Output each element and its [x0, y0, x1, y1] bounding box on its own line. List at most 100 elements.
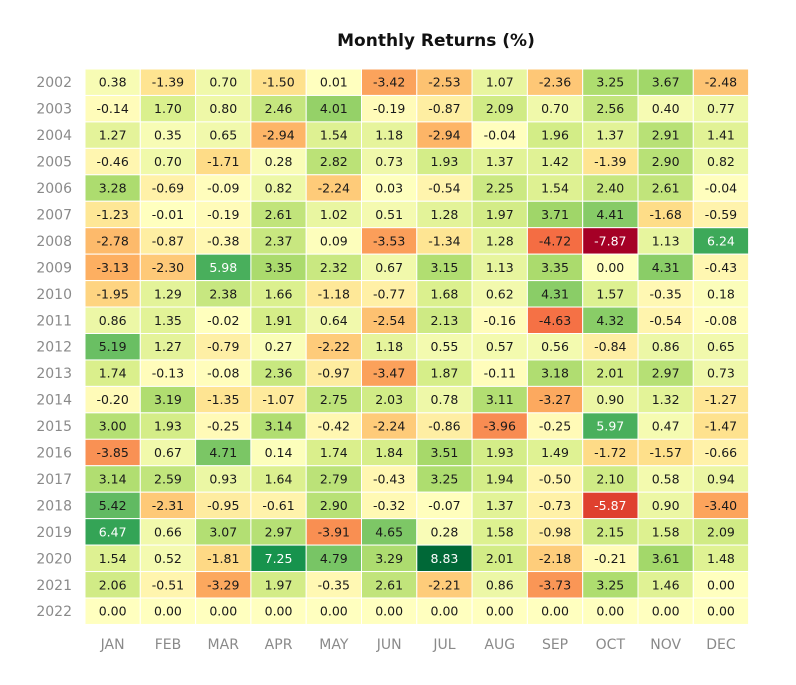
heatmap-value-label-2022-nov: 0.00 — [652, 604, 680, 619]
heatmap-value-label-2002-aug: 1.07 — [486, 75, 514, 90]
heatmap-value-label-2012-aug: 0.57 — [486, 339, 514, 354]
heatmap-cell-2021-apr — [250, 571, 307, 599]
heatmap-cell-2003-apr — [250, 94, 307, 123]
year-label-2022: 2022 — [36, 604, 72, 620]
heatmap-value-label-2002-feb: -1.39 — [152, 75, 184, 90]
heatmap-value-label-2002-jan: 0.38 — [99, 75, 127, 90]
heatmap-cell-2019-jun — [361, 518, 418, 546]
heatmap-value-label-2012-feb: 1.27 — [154, 339, 182, 354]
heatmap-cell-2018-jul — [416, 491, 473, 520]
year-label-2018: 2018 — [36, 498, 72, 514]
month-label-jun: JUN — [376, 637, 402, 653]
heatmap-value-label-2013-sep: 3.18 — [541, 366, 569, 381]
heatmap-cell-2012-feb — [139, 333, 197, 361]
heatmap-cell-2022-dec — [692, 597, 750, 625]
heatmap-cell-2010-sep — [526, 280, 584, 308]
heatmap-value-label-2022-aug: 0.00 — [486, 604, 514, 619]
heatmap-value-label-2007-jun: 0.51 — [375, 207, 403, 222]
heatmap-cell-2009-apr — [250, 253, 307, 282]
heatmap-cell-2011-aug — [471, 306, 528, 334]
heatmap-value-label-2021-dec: 0.00 — [707, 577, 735, 592]
heatmap-value-label-2002-apr: -1.50 — [262, 75, 294, 90]
heatmap-value-label-2020-sep: -2.18 — [539, 551, 571, 566]
year-label-2006: 2006 — [36, 181, 72, 197]
heatmap-cell-2016-nov — [637, 438, 694, 467]
heatmap-value-label-2010-sep: 4.31 — [541, 286, 569, 301]
heatmap-value-label-2014-dec: -1.27 — [705, 392, 737, 407]
heatmap-cell-2008-feb — [139, 227, 197, 255]
heatmap-value-label-2003-dec: 0.77 — [707, 101, 735, 116]
heatmap-value-label-2014-nov: 1.32 — [652, 392, 680, 407]
heatmap-value-label-2015-mar: -0.25 — [207, 419, 239, 434]
heatmap-value-label-2012-jun: 1.18 — [375, 339, 403, 354]
heatmap-cell-2007-apr — [250, 200, 307, 229]
heatmap-cell-2010-nov — [637, 280, 694, 308]
heatmap-value-label-2020-nov: 3.61 — [652, 551, 680, 566]
heatmap-value-label-2018-jun: -0.32 — [373, 498, 405, 513]
heatmap-value-label-2011-oct: 4.32 — [596, 313, 624, 328]
heatmap-value-label-2010-oct: 1.57 — [596, 286, 624, 301]
heatmap-cell-2020-sep — [526, 544, 584, 573]
heatmap-value-label-2017-sep: -0.50 — [539, 471, 571, 486]
heatmap-value-label-2013-mar: -0.08 — [207, 366, 239, 381]
heatmap-cell-2011-jul — [416, 306, 473, 334]
heatmap-cell-2013-nov — [637, 359, 694, 387]
month-label-aug: AUG — [484, 637, 515, 653]
heatmap-cell-2012-aug — [471, 333, 528, 361]
heatmap-value-label-2009-jul: 3.15 — [431, 260, 459, 275]
heatmap-value-label-2011-sep: -4.63 — [539, 313, 571, 328]
heatmap-value-label-2017-feb: 2.59 — [154, 471, 182, 486]
heatmap-value-label-2006-dec: -0.04 — [705, 181, 737, 196]
month-label-jan: JAN — [100, 637, 125, 653]
heatmap-cell-2021-feb — [139, 571, 197, 599]
heatmap-cell-2015-dec — [692, 412, 750, 440]
heatmap-value-label-2004-apr: -2.94 — [262, 128, 294, 143]
heatmap-value-label-2015-oct: 5.97 — [596, 419, 624, 434]
heatmap-value-label-2020-apr: 7.25 — [265, 551, 293, 566]
heatmap-cell-2010-jan — [84, 280, 141, 308]
heatmap-value-label-2019-aug: 1.58 — [486, 524, 514, 539]
heatmap-value-label-2004-mar: 0.65 — [209, 128, 237, 143]
heatmap-value-label-2002-jul: -2.53 — [428, 75, 460, 90]
year-label-2004: 2004 — [36, 128, 72, 144]
heatmap-cell-2021-aug — [471, 571, 528, 599]
year-label-2002: 2002 — [36, 75, 72, 91]
heatmap-cell-2017-feb — [139, 465, 197, 493]
heatmap-value-label-2022-sep: 0.00 — [541, 604, 569, 619]
heatmap-cell-2013-oct — [582, 359, 639, 387]
heatmap-cell-2002-jan — [84, 68, 141, 96]
heatmap-value-label-2017-mar: 0.93 — [209, 471, 237, 486]
heatmap-value-label-2007-nov: -1.68 — [649, 207, 681, 222]
heatmap-cell-2010-feb — [139, 280, 197, 308]
heatmap-value-label-2020-jan: 1.54 — [99, 551, 127, 566]
heatmap-value-label-2015-may: -0.42 — [318, 419, 350, 434]
heatmap-value-label-2011-jul: 2.13 — [431, 313, 459, 328]
heatmap-value-label-2003-feb: 1.70 — [154, 101, 182, 116]
heatmap-value-label-2011-jun: -2.54 — [373, 313, 405, 328]
heatmap-value-label-2006-jan: 3.28 — [99, 181, 127, 196]
heatmap-value-label-2021-aug: 0.86 — [486, 577, 514, 592]
heatmap-cell-2006-jun — [361, 174, 418, 202]
heatmap-value-label-2005-may: 2.82 — [320, 154, 348, 169]
heatmap-value-label-2020-may: 4.79 — [320, 551, 348, 566]
heatmap-value-label-2009-feb: -2.30 — [152, 260, 184, 275]
heatmap-cell-2014-jan — [84, 385, 141, 414]
month-label-apr: APR — [265, 637, 293, 653]
heatmap-value-label-2009-dec: -0.43 — [705, 260, 737, 275]
heatmap-value-label-2003-aug: 2.09 — [486, 101, 514, 116]
heatmap-cell-2012-nov — [637, 333, 694, 361]
heatmap-cell-2006-aug — [471, 174, 528, 202]
heatmap-value-label-2003-may: 4.01 — [320, 101, 348, 116]
heatmap-value-label-2014-sep: -3.27 — [539, 392, 571, 407]
heatmap-cell-2020-nov — [637, 544, 694, 573]
heatmap-value-label-2003-nov: 0.40 — [652, 101, 680, 116]
heatmap-value-label-2015-feb: 1.93 — [154, 419, 182, 434]
heatmap-cell-2015-apr — [250, 412, 307, 440]
heatmap-value-label-2006-oct: 2.40 — [596, 181, 624, 196]
heatmap-value-label-2012-sep: 0.56 — [541, 339, 569, 354]
heatmap-value-label-2015-apr: 3.14 — [265, 419, 293, 434]
year-label-2014: 2014 — [36, 393, 72, 409]
heatmap-value-label-2016-nov: -1.57 — [649, 445, 681, 460]
heatmap-cell-2021-jun — [361, 571, 418, 599]
heatmap-cell-2013-feb — [139, 359, 197, 387]
